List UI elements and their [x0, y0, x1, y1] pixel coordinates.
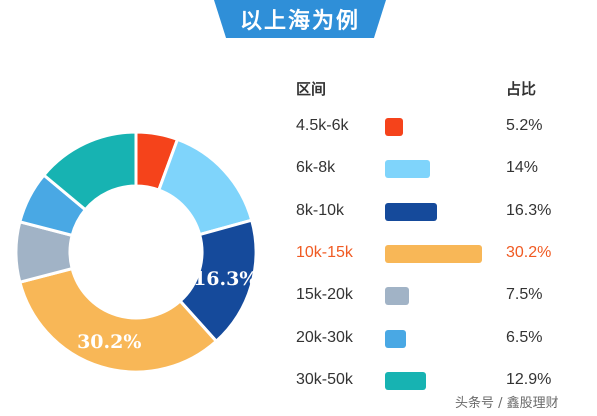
legend-row: 8k-10k 16.3%: [0, 200, 597, 224]
range-column-header: 区间: [296, 81, 327, 98]
legend-percentage: 12.9%: [506, 370, 552, 388]
legend-bar: [385, 244, 482, 263]
legend-percentage: 14%: [506, 159, 539, 177]
legend-category: 6k-8k: [296, 159, 336, 177]
legend-row: 20k-30k 6.5%: [0, 327, 597, 351]
legend-percentage: 5.2%: [506, 117, 543, 134]
legend-bar: [385, 118, 403, 136]
page-title: 以上海为例: [239, 9, 360, 34]
legend-bar: [385, 202, 438, 221]
legend-bar: [385, 371, 427, 390]
legend-row: 4.5k-6k 5.2%: [0, 115, 597, 139]
legend-bar: [385, 329, 406, 348]
watermark-text: 头条号 / 鑫股理财: [455, 396, 559, 411]
slice-label-10k-15k: 30.2%: [77, 331, 141, 353]
donut-slice-10k-15k: [18, 266, 219, 374]
legend-row: 15k-20k 7.5%: [0, 284, 597, 308]
legend-category: 10k-15k: [296, 243, 353, 261]
legend-bar: [385, 287, 410, 306]
legend-category: 30k-50k: [296, 370, 353, 388]
legend-row: 10k-15k 30.2%: [0, 242, 597, 266]
title-banner: 以上海为例: [214, 0, 386, 38]
legend-row: 30k-50k 12.9%: [0, 369, 597, 393]
legend-category: 8k-10k: [296, 201, 345, 219]
legend-percentage: 6.5%: [506, 328, 543, 346]
legend-category: 20k-30k: [296, 328, 353, 346]
donut-slice-30k-50k: [41, 130, 138, 212]
legend-percentage: 16.3%: [506, 201, 552, 219]
legend-percentage: 30.2%: [506, 243, 552, 261]
share-column-header: 占比: [506, 81, 537, 98]
legend-category: 15k-20k: [296, 286, 353, 304]
legend-bar: [385, 160, 430, 179]
slice-label-8k-10k: 16.3%: [193, 268, 257, 290]
legend-category: 4.5k-6k: [296, 117, 349, 134]
legend-row: 6k-8k 14%: [0, 157, 597, 181]
donut-chart: 16.3% 30.2%: [14, 130, 258, 374]
legend-percentage: 7.5%: [506, 286, 543, 304]
